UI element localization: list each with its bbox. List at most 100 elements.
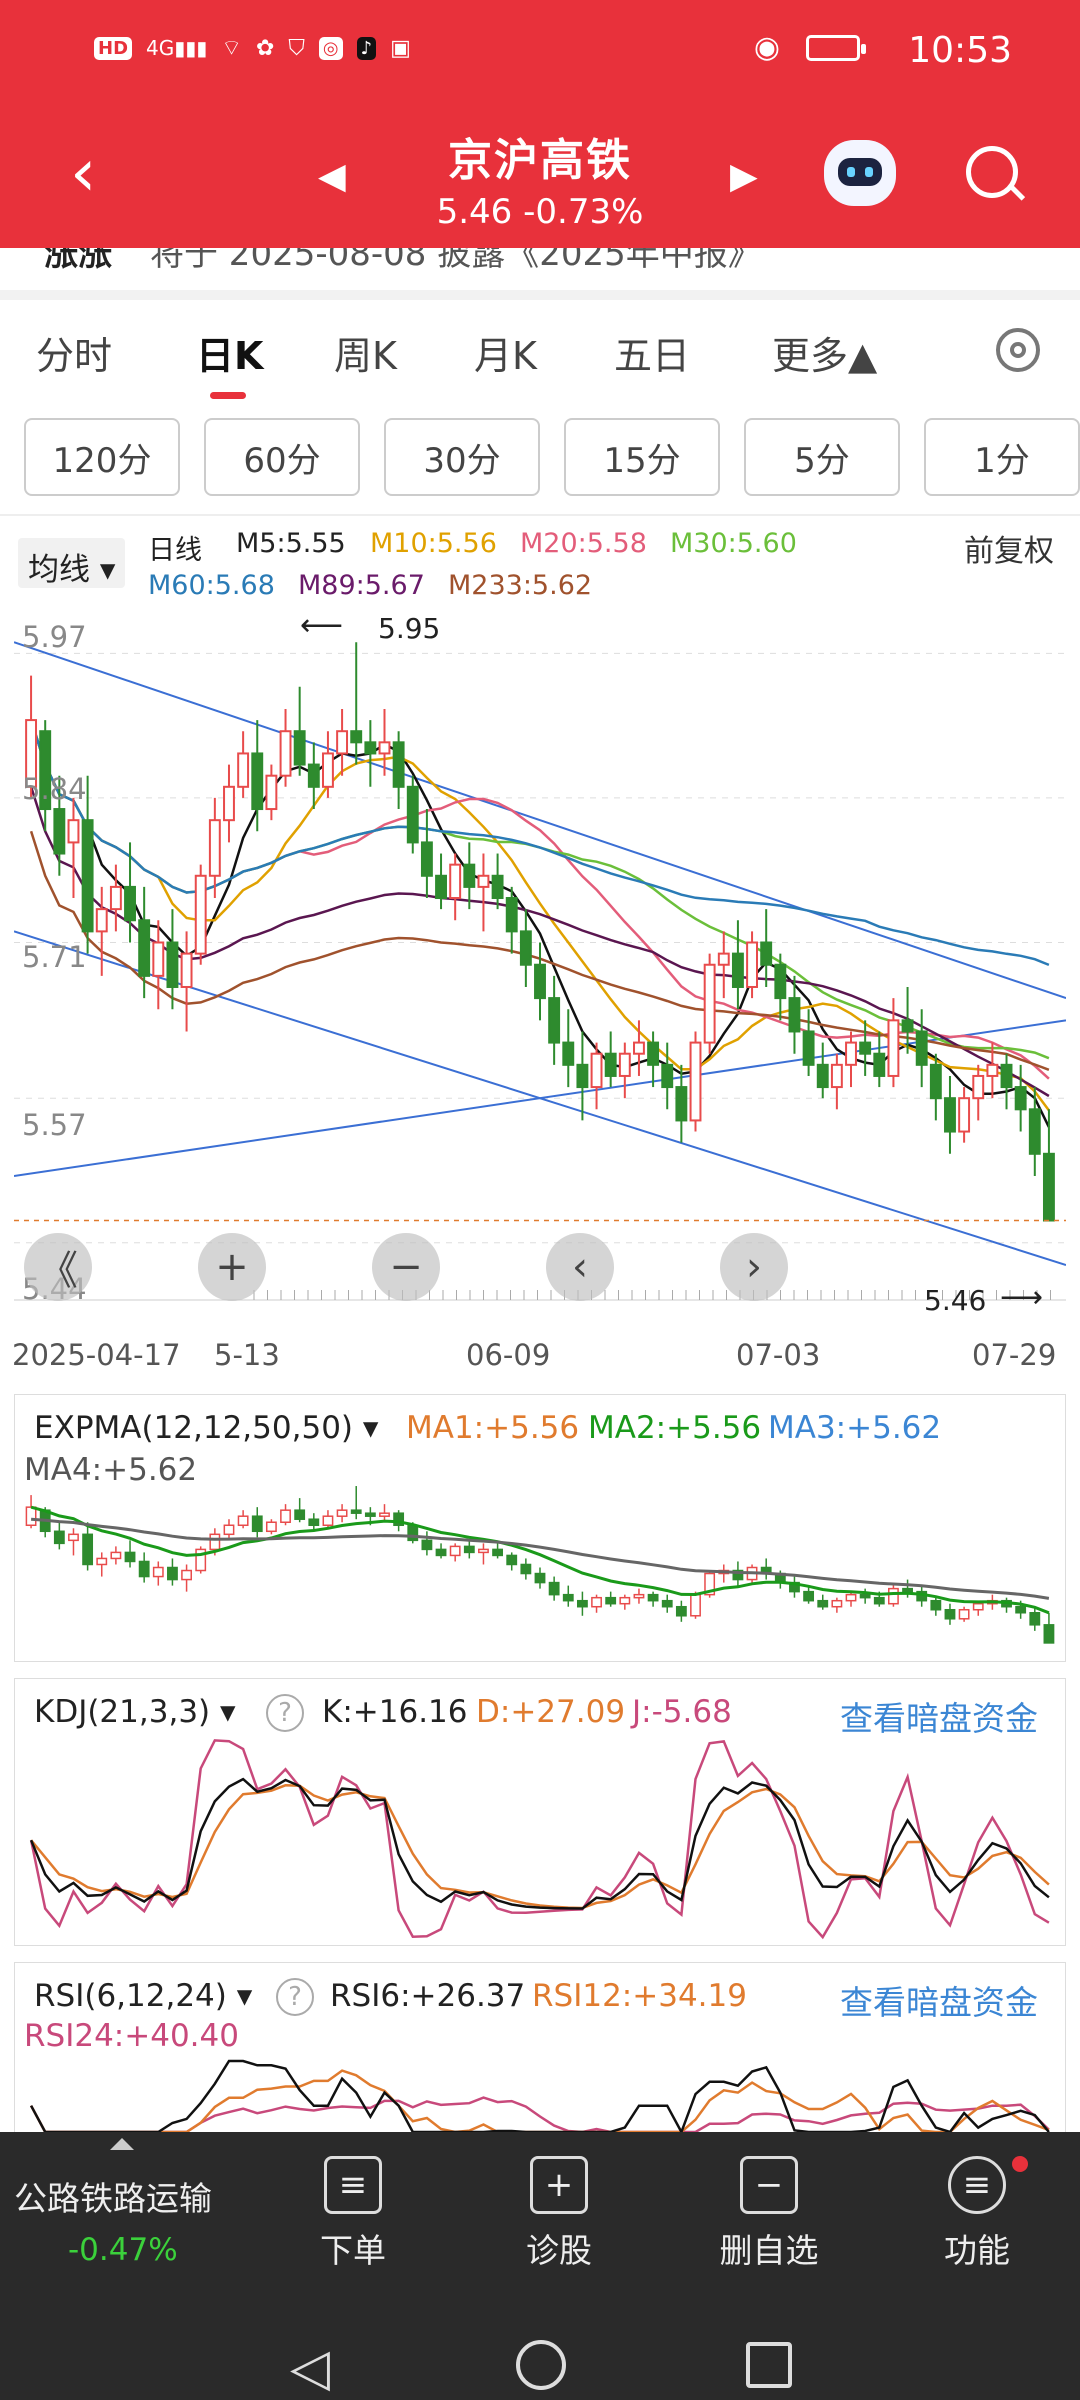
kdj-dropdown[interactable]: KDJ(21,3,3) ▾ <box>24 1688 246 1738</box>
candle-body <box>506 1554 518 1566</box>
ma233-value: M233:5.62 <box>448 570 593 601</box>
candle-body <box>760 941 773 966</box>
candle-body <box>915 1030 928 1066</box>
settings-icon[interactable] <box>996 328 1040 372</box>
candle-body <box>633 1041 645 1055</box>
candle-body <box>364 741 377 755</box>
remove-watchlist-button[interactable]: − 删自选 <box>684 2156 854 2272</box>
control-label: ‹ <box>572 1244 588 1290</box>
kdj-chart[interactable] <box>14 1738 1066 1946</box>
ma5-value: M5:5.55 <box>236 528 346 559</box>
diagnose-button[interactable]: + 诊股 <box>474 2156 644 2272</box>
order-button[interactable]: ≡ 下单 <box>268 2156 438 2272</box>
rsi-chart[interactable] <box>14 2030 1066 2132</box>
x-tick: 06-09 <box>466 1338 551 1372</box>
high-price-label: 5.95 <box>378 612 441 645</box>
candle-body <box>321 752 334 788</box>
kdj-dropdown-label: KDJ(21,3,3) <box>34 1694 211 1730</box>
order-label: 下单 <box>320 2231 386 2270</box>
candle-body <box>1000 1063 1013 1089</box>
candle-body <box>901 1019 914 1033</box>
sector-change: -0.47% <box>68 2232 178 2268</box>
sector-name[interactable]: 公路铁路运输 <box>14 2179 212 2218</box>
zoom-in-button[interactable]: + <box>198 1233 266 1301</box>
line-type-label: 日线 <box>148 535 202 566</box>
candle-body <box>902 1587 913 1593</box>
kdj-help-icon[interactable]: ? <box>266 1694 304 1732</box>
search-icon[interactable] <box>966 146 1018 198</box>
stock-title: 京沪高铁 <box>448 135 632 186</box>
period-60m-button[interactable]: 60分 <box>204 418 360 496</box>
nav-recent-icon[interactable] <box>746 2342 792 2388</box>
y-tick: 5.57 <box>22 1108 87 1142</box>
tab-intraday[interactable]: 分时 <box>36 334 113 378</box>
candle-body <box>944 1608 956 1620</box>
robot-assistant-icon[interactable] <box>824 140 896 206</box>
candle-body <box>407 1524 419 1542</box>
prev-stock-icon[interactable]: ◀ <box>318 156 346 197</box>
candle-body <box>421 1539 433 1551</box>
candle-body <box>449 1545 461 1557</box>
candle-body <box>420 841 433 877</box>
rsi-line <box>29 2096 1050 2132</box>
expma-line <box>30 1505 1050 1615</box>
adjust-mode[interactable]: 前复权 <box>964 534 1054 569</box>
next-stock-icon[interactable]: ▶ <box>730 156 758 197</box>
candle-body <box>958 1097 971 1133</box>
candle-body <box>25 719 38 788</box>
expma-chart[interactable] <box>14 1470 1066 1662</box>
candle-body <box>53 808 66 855</box>
candle-body <box>675 1086 688 1122</box>
candlestick-chart[interactable] <box>14 610 1066 1310</box>
period-5m-button[interactable]: 5分 <box>744 418 900 496</box>
scroll-left-button[interactable]: ‹ <box>546 1233 614 1301</box>
candle-body <box>463 1545 475 1554</box>
indicator-dropdown[interactable]: 均线 ▾ <box>18 538 126 588</box>
rsi-dropdown[interactable]: RSI(6,12,24) ▾ <box>24 1972 263 2022</box>
low-arrow-icon: ⟶ <box>1000 1280 1044 1315</box>
candle-body <box>478 1548 489 1554</box>
period-1m-button[interactable]: 1分 <box>924 418 1080 496</box>
tab-monthly-k[interactable]: 月K <box>474 334 537 378</box>
candle-body <box>972 1602 984 1611</box>
period-120m-button[interactable]: 120分 <box>24 418 180 496</box>
candle-body <box>223 785 235 822</box>
scroll-right-button[interactable]: › <box>720 1233 788 1301</box>
candle-body <box>81 819 94 933</box>
status-bar-right: ◉ <box>753 30 866 65</box>
expma-dropdown[interactable]: EXPMA(12,12,50,50) ▾ <box>24 1404 389 1454</box>
eye-icon: ◉ <box>753 30 780 65</box>
ticker-badge: 涨涨 <box>44 248 112 274</box>
zoom-out-button[interactable]: − <box>372 1233 440 1301</box>
tab-five-day[interactable]: 五日 <box>614 334 691 378</box>
back-icon[interactable]: ‹ <box>70 134 97 211</box>
candle-body <box>209 1533 221 1551</box>
kdj-dark-pool-link[interactable]: 查看暗盘资金 <box>840 1699 1038 1738</box>
nav-home-icon[interactable] <box>516 2340 566 2390</box>
period-15m-button[interactable]: 15分 <box>564 418 720 496</box>
tab-more[interactable]: 更多▲ <box>772 334 878 378</box>
candle-body <box>505 897 518 933</box>
nav-back-icon[interactable]: ◁ <box>290 2338 330 2398</box>
candle-body <box>67 819 80 844</box>
period-30m-button[interactable]: 30分 <box>384 418 540 496</box>
rsi-dark-pool-link[interactable]: 查看暗盘资金 <box>840 1983 1038 2022</box>
announcement-ticker[interactable]: 涨涨 将于 2025-08-08 披露《2025年中报》 <box>0 248 1080 290</box>
candle-body <box>548 997 561 1044</box>
tab-daily-k[interactable]: 日K <box>196 334 264 378</box>
zoom-out-all-button[interactable]: 《 <box>24 1233 92 1301</box>
y-tick: 5.84 <box>22 772 87 806</box>
function-button[interactable]: ≡ 功能 <box>892 2156 1062 2272</box>
candle-body <box>845 1041 857 1066</box>
expma-line <box>30 1517 1050 1600</box>
rsi-help-icon[interactable]: ? <box>276 1978 314 2016</box>
rsi12-value: RSI12:+34.19 <box>532 1978 747 2014</box>
candle-body <box>393 1512 405 1527</box>
tab-weekly-k[interactable]: 周K <box>334 334 397 378</box>
kdj-line <box>29 1777 1050 1910</box>
candle-body <box>519 930 532 966</box>
candle-body <box>110 1551 122 1560</box>
candle-body <box>180 952 193 988</box>
expand-up-icon[interactable] <box>110 2138 134 2150</box>
candle-body <box>166 941 179 988</box>
